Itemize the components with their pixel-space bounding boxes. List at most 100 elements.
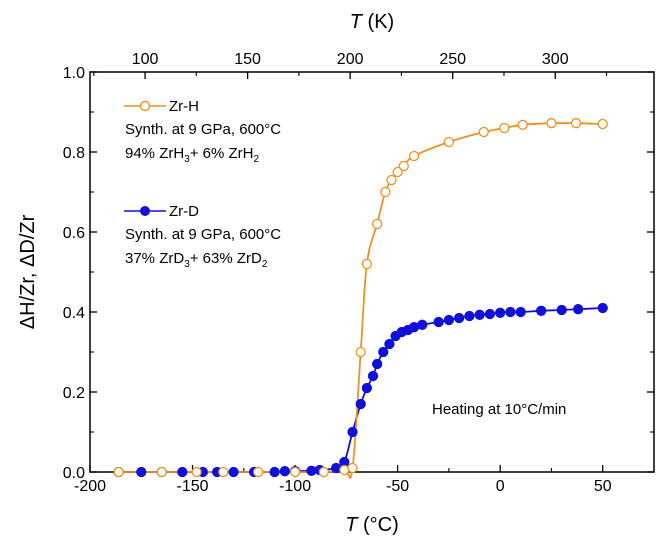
top-axis-title-symbol: T	[350, 11, 364, 33]
data-point-zr-d	[454, 312, 465, 324]
data-point-zr-h	[191, 466, 202, 478]
data-point-zr-d	[443, 314, 455, 326]
data-point-zr-d	[136, 466, 147, 478]
data-point-zr-h	[380, 186, 391, 198]
x-tick-label: -200	[74, 478, 106, 495]
data-point-zr-d	[597, 302, 608, 314]
data-point-zr-h	[289, 466, 301, 478]
y-tick-label: 1.0	[63, 65, 85, 82]
data-point-zr-h	[371, 218, 383, 230]
data-point-zr-h	[478, 126, 489, 138]
formula-part: 37% ZrD	[125, 250, 184, 267]
data-point-zr-h	[218, 466, 229, 478]
data-point-zr-d	[417, 319, 428, 330]
data-point-zr-d	[361, 382, 373, 394]
data-point-zr-d	[378, 346, 389, 358]
y-tick-label: 0.0	[63, 465, 85, 482]
legend-desc-zr-d-line1: Synth. at 9 GPa, 600°C	[125, 226, 281, 243]
y-tick-label: 0.4	[63, 305, 85, 322]
formula-subscript: 2	[254, 154, 260, 165]
series-markers	[113, 118, 608, 478]
data-point-zr-h	[597, 118, 608, 130]
data-point-zr-h	[156, 466, 167, 478]
data-point-zr-h	[355, 346, 366, 358]
formula-subscript: 3	[184, 154, 190, 165]
x-tick-label: -50	[386, 478, 409, 495]
data-point-zr-d	[495, 307, 506, 318]
formula-subscript: 2	[262, 259, 268, 270]
y-tick-label: 0.6	[63, 225, 85, 242]
legend-entry-zr-h: Zr-H Synth. at 9 GPa, 600°C 94% ZrH3+ 6%…	[124, 98, 281, 165]
legend-desc-zr-h-line1: Synth. at 9 GPa, 600°C	[125, 121, 281, 138]
data-point-zr-h	[386, 174, 397, 186]
data-point-zr-d	[279, 466, 290, 477]
data-point-zr-d	[505, 306, 516, 318]
formula-subscript: 3	[184, 259, 190, 270]
data-point-zr-d	[347, 426, 358, 438]
data-point-zr-h	[361, 258, 373, 270]
data-point-zr-d	[269, 466, 280, 478]
x-axis-title-symbol: T	[345, 514, 359, 536]
data-point-zr-d	[177, 466, 188, 478]
data-point-zr-d	[367, 370, 379, 382]
x2-tick-label: 300	[542, 51, 569, 68]
data-point-zr-d	[330, 462, 342, 474]
data-point-zr-h	[392, 166, 403, 178]
x-tick-label: -100	[279, 478, 311, 495]
top-axis-title-unit: (K)	[362, 11, 394, 33]
data-point-zr-d	[474, 309, 485, 320]
data-point-zr-h	[408, 150, 420, 162]
formula-part: + 63% ZrD	[190, 250, 262, 267]
x-tick-label: -150	[177, 478, 209, 495]
legend: Zr-H Synth. at 9 GPa, 600°C 94% ZrH3+ 6%…	[124, 98, 281, 270]
data-point-zr-h	[499, 122, 510, 134]
x-axis-title-unit: (°C)	[357, 514, 398, 536]
data-point-zr-h	[443, 136, 455, 148]
data-point-zr-d	[515, 306, 526, 318]
data-point-zr-d	[355, 398, 366, 410]
data-point-zr-d	[433, 316, 444, 328]
legend-entry-zr-d: Zr-D Synth. at 9 GPa, 600°C 37% ZrD3+ 63…	[124, 203, 281, 270]
legend-marker-zr-d	[140, 206, 150, 216]
top-axis-title: T (K)	[350, 11, 394, 33]
x2-tick-label: 250	[439, 51, 466, 68]
y-tick-label: 0.2	[63, 385, 85, 402]
plot-frame	[89, 71, 655, 473]
x2-tick-label: 100	[132, 51, 159, 68]
data-point-zr-h	[318, 466, 329, 478]
x-tick-label: 0	[496, 478, 505, 495]
data-point-zr-d	[384, 338, 395, 350]
legend-desc-zr-h-line2: 94% ZrH3+ 6% ZrH2	[125, 145, 260, 165]
y-axis-title: ΔH/Zr, ΔD/Zr	[17, 214, 39, 329]
y-tick-label: 0.8	[63, 145, 85, 162]
legend-desc-zr-d-line2: 37% ZrD3+ 63% ZrD2	[125, 250, 268, 270]
legend-marker-zr-h	[139, 100, 151, 112]
data-point-zr-d	[556, 304, 567, 316]
formula-part: + 6% ZrH	[190, 145, 254, 162]
data-point-zr-h	[253, 466, 264, 478]
data-point-zr-d	[371, 358, 383, 370]
x2-tick-label: 150	[234, 51, 261, 68]
data-point-zr-d	[572, 304, 584, 315]
data-point-zr-h	[517, 119, 528, 130]
annotation-heating-rate: Heating at 10°C/min	[432, 401, 566, 418]
data-point-zr-h	[546, 118, 557, 129]
data-point-zr-d	[464, 310, 475, 322]
data-point-zr-h	[570, 118, 582, 129]
x-tick-label: 50	[594, 478, 612, 495]
formula-part: 94% ZrH	[125, 145, 184, 162]
data-point-zr-d	[484, 308, 496, 320]
legend-label-zr-d: Zr-D	[169, 203, 199, 220]
data-point-zr-d	[536, 305, 547, 316]
x-axis-title: T (°C)	[345, 514, 399, 536]
data-point-zr-h	[398, 160, 409, 172]
series-line-zr-h	[118, 122, 603, 479]
series-curves	[118, 122, 603, 479]
data-point-zr-h	[113, 466, 124, 478]
x2-tick-label: 200	[337, 51, 364, 68]
data-point-zr-h	[347, 462, 358, 474]
tick-labels: -200 -150 -100 -50 0 50 100 150 200 250 300 0.0 0.2 0…	[63, 51, 612, 495]
legend-label-zr-h: Zr-H	[169, 98, 199, 115]
data-point-zr-d	[228, 466, 239, 478]
